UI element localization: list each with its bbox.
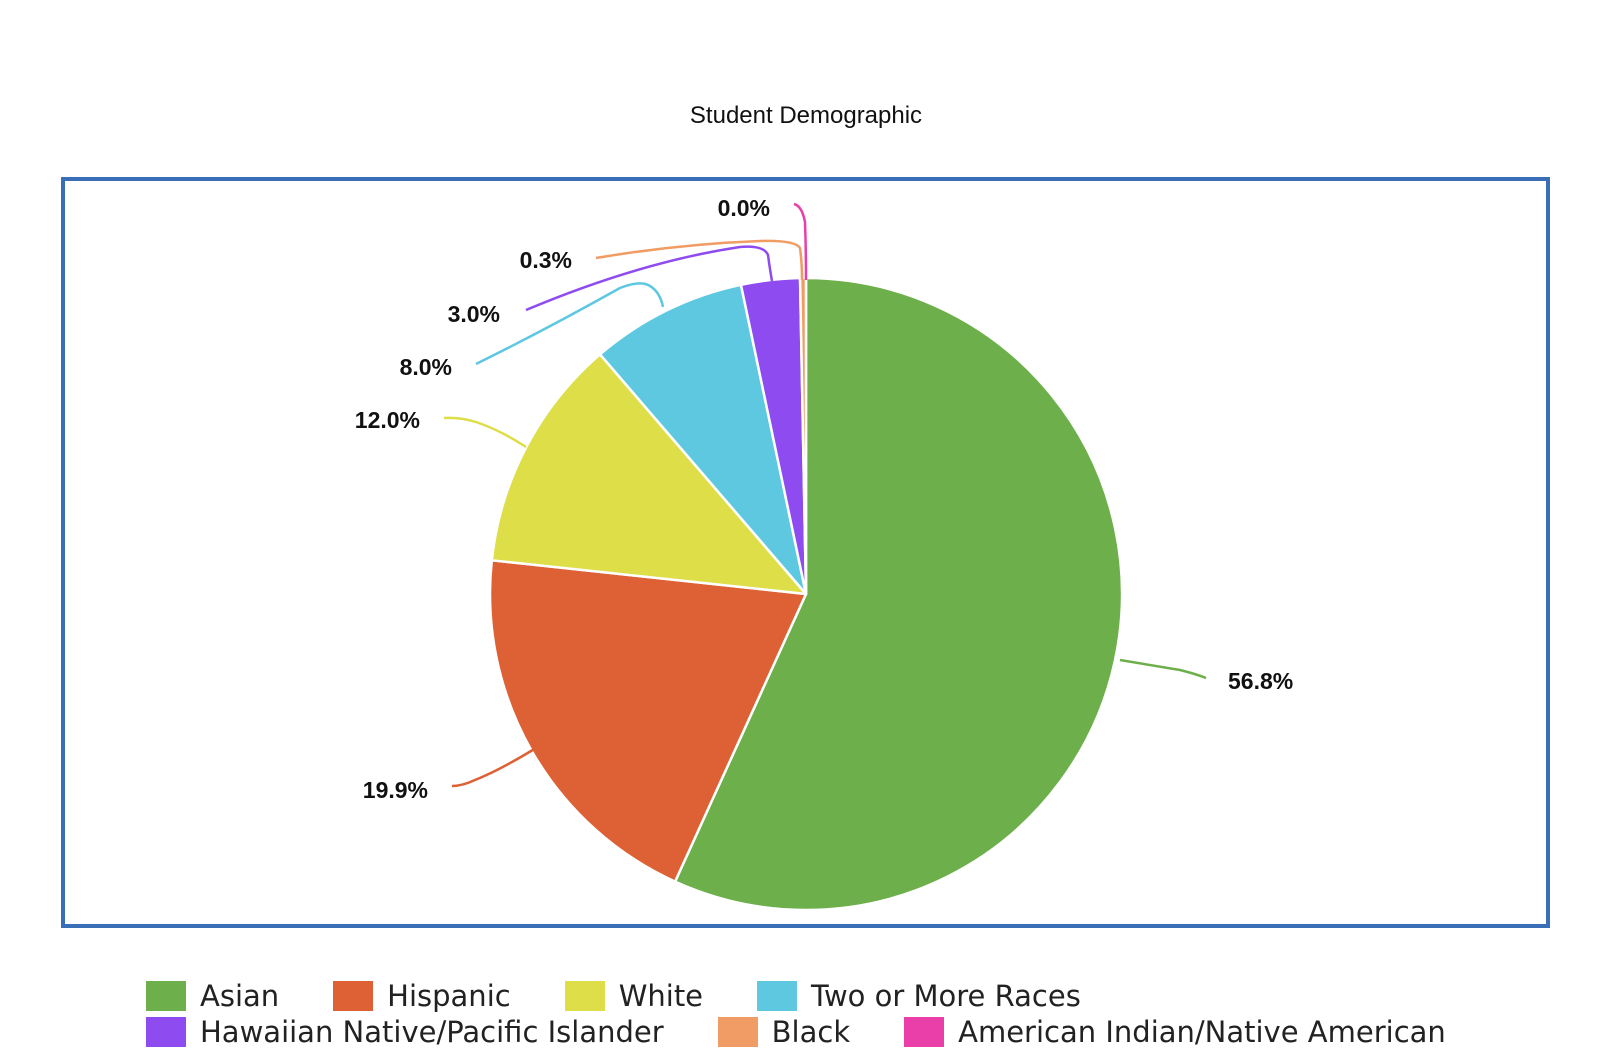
- leader-line-hispanic: [451, 746, 537, 788]
- legend-swatch: [333, 981, 374, 1011]
- legend: Asian Hispanic White Two or More Races Hawa…: [146, 978, 1566, 1050]
- leader-line-hawaiian-native-pacific-islander: [525, 245, 774, 312]
- legend-label: Asian: [200, 979, 280, 1013]
- pie-slice-white: [490, 353, 808, 596]
- slice-label-hispanic: 19.9%: [363, 777, 428, 803]
- legend-swatch: [146, 1017, 186, 1047]
- leader-line-black: [595, 239, 804, 281]
- leader-line-white: [443, 416, 527, 449]
- legend-swatch: [757, 981, 798, 1011]
- legend-label: Black: [771, 1015, 851, 1049]
- legend-row: Hawaiian Native/Pacific Islander Black Ame…: [146, 1014, 1566, 1050]
- legend-label: White: [618, 979, 704, 1013]
- slice-label-black: 0.3%: [520, 247, 572, 273]
- plot-area-frame: [61, 177, 1550, 928]
- legend-row: Asian Hispanic White Two or More Races: [146, 978, 1566, 1014]
- legend-item-white: White: [564, 979, 704, 1013]
- legend-swatch: [564, 981, 605, 1011]
- slice-labels: 56.8% 19.9% 12.0% 8.0% 3.0% 0.3% 0.0%: [355, 195, 1293, 803]
- leader-line-asian: [1119, 658, 1207, 680]
- legend-swatch: [904, 1017, 945, 1047]
- legend-item-asian: Asian: [146, 979, 279, 1013]
- legend-swatch: [146, 981, 186, 1011]
- pie-slice-two-or-more-races: [598, 283, 808, 596]
- legend-item-american-indian-native-american: American Indian/Native American: [904, 1015, 1446, 1049]
- legend-item-black: Black: [717, 1015, 851, 1049]
- pie-slices: [488, 276, 1124, 912]
- legend-label: Hawaiian Native/Pacific Islander: [200, 1015, 664, 1049]
- legend-item-hawaiian-native-pacific-islander: Hawaiian Native/Pacific Islander: [146, 1015, 664, 1049]
- slice-label-white: 12.0%: [355, 407, 420, 433]
- legend-swatch: [717, 1017, 758, 1047]
- legend-label: Hispanic: [387, 979, 511, 1013]
- slice-label-asian: 56.8%: [1228, 668, 1293, 694]
- pie-slice-asian: [673, 276, 1124, 912]
- legend-label: American Indian/Native American: [958, 1015, 1446, 1049]
- pie-chart: 56.8% 19.9% 12.0% 8.0% 3.0% 0.3% 0.0%: [355, 195, 1293, 912]
- leader-lines: [443, 202, 1207, 788]
- legend-item-hispanic: Hispanic: [333, 979, 511, 1013]
- slice-label-american-indian-native-american: 0.0%: [718, 195, 770, 221]
- leader-line-two-or-more-races: [475, 282, 665, 366]
- leader-line-american-indian-native-american: [793, 202, 808, 281]
- legend-label: Two or More Races: [811, 979, 1081, 1013]
- slice-label-two-or-more-races: 8.0%: [400, 354, 452, 380]
- chart-title: Student Demographic: [689, 102, 923, 129]
- slice-label-hawaiian-native-pacific-islander: 3.0%: [448, 301, 500, 327]
- legend-item-two-or-more-races: Two or More Races: [757, 979, 1081, 1013]
